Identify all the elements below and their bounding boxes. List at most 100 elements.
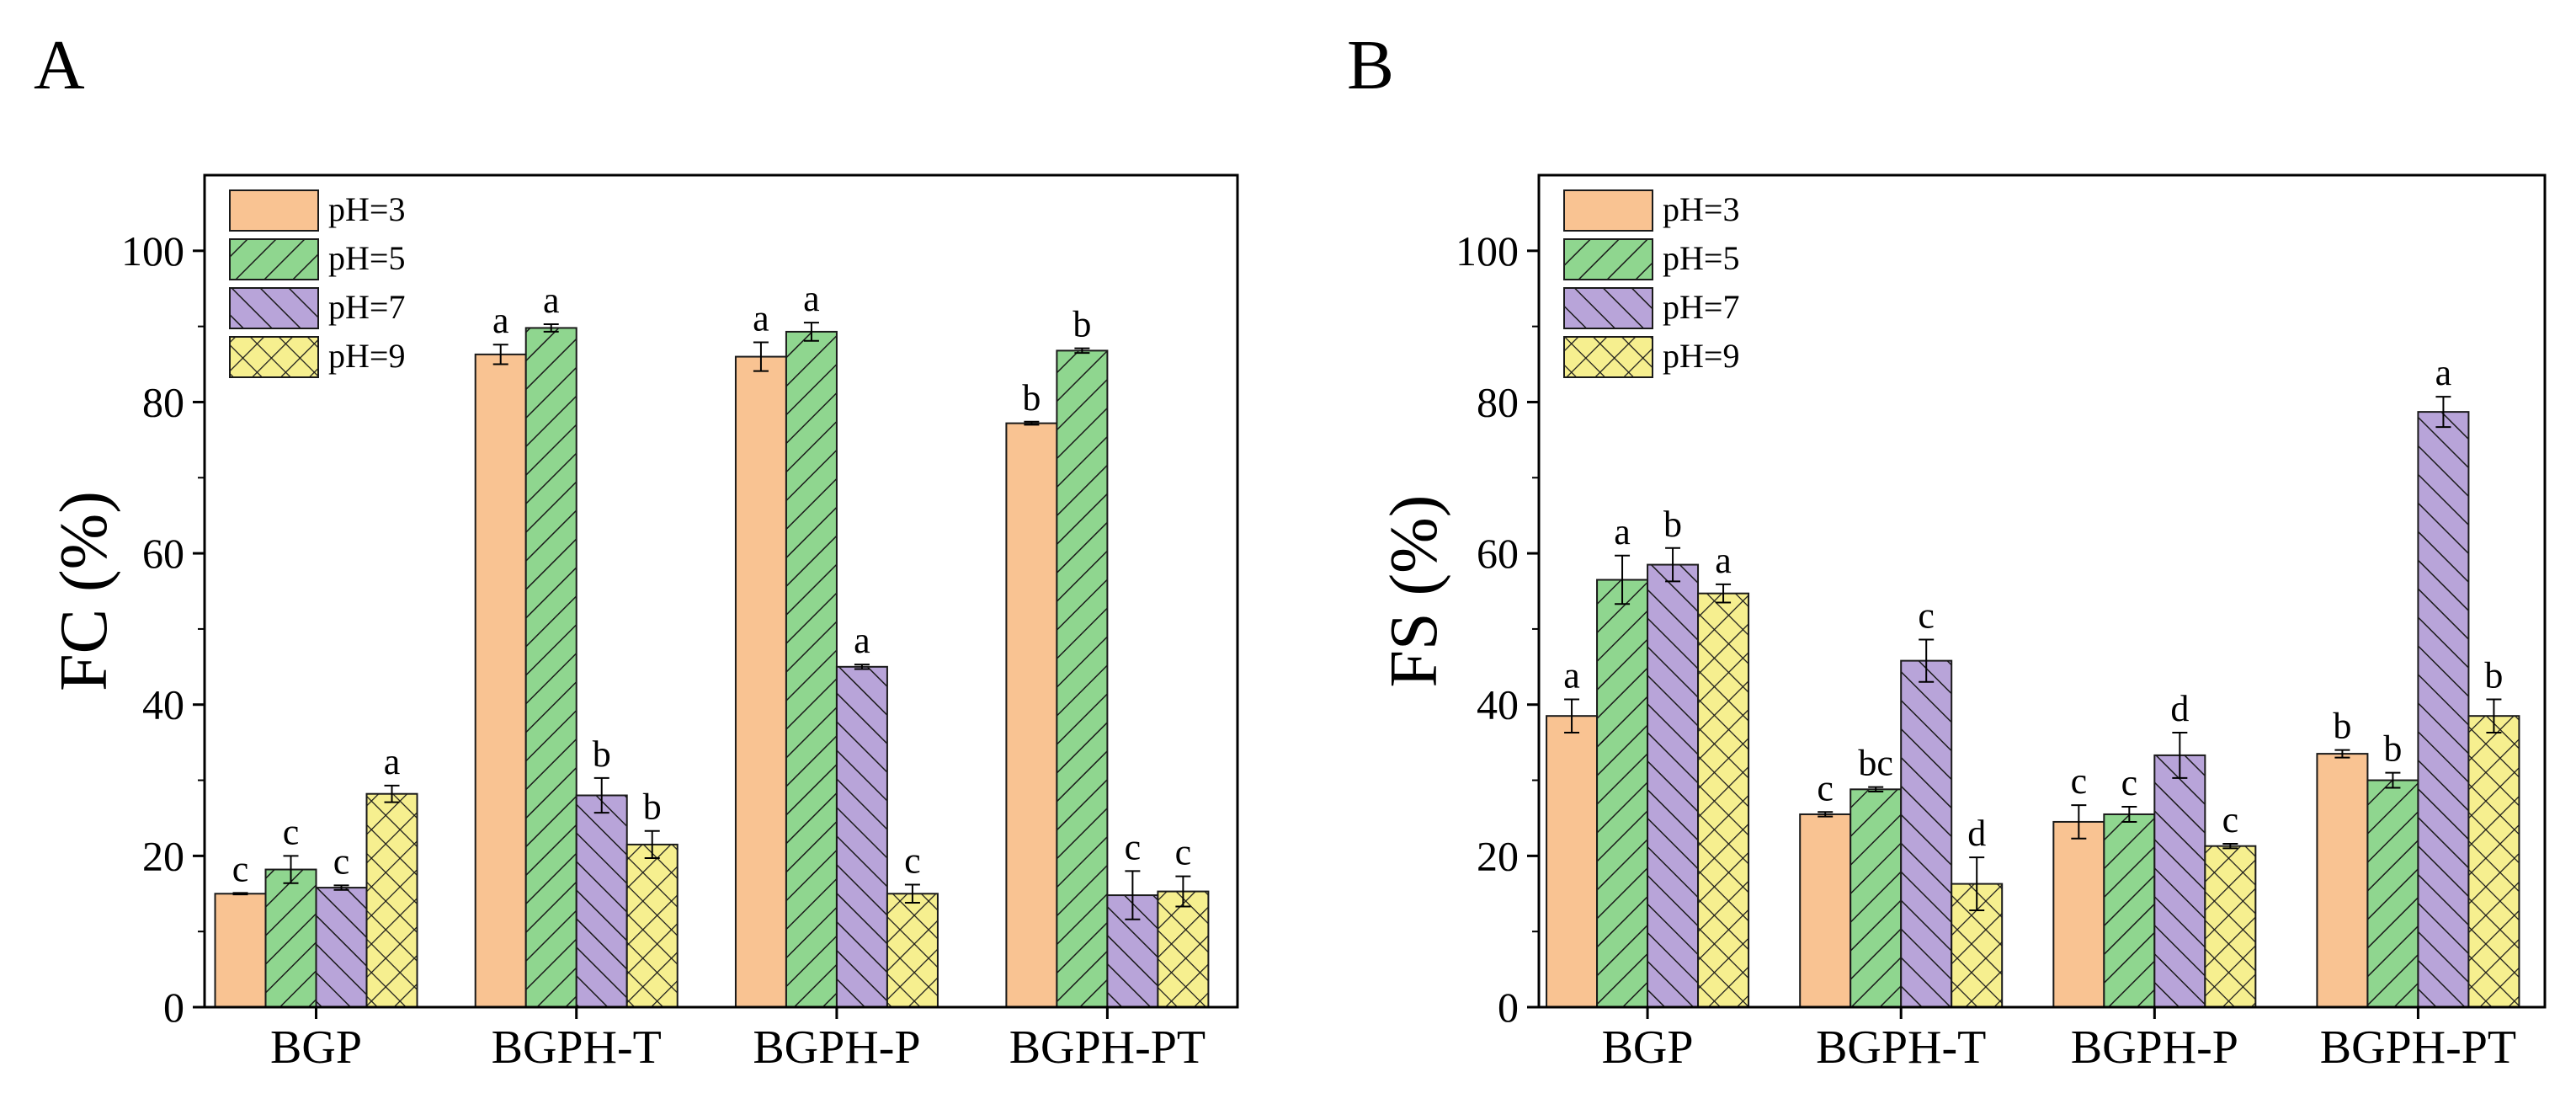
significance-letter: a [492,300,509,341]
bar-BGPH-T-pH=3 [1799,813,1852,1008]
significance-letter: b [1663,504,1682,545]
significance-letter: d [2170,688,2189,729]
significance-letter: c [333,840,350,882]
bar-BGP-pH=9 [365,792,418,1008]
y-tick-label: 40 [142,681,184,728]
bar-BGPH-PT-pH=7 [2417,411,2470,1008]
bar-BGPH-P-pH=3 [734,355,787,1008]
significance-letter: d [1967,813,1986,854]
bar-BGPH-PT-pH=3 [1005,422,1058,1008]
bar-BGPH-T-pH=9 [625,843,679,1009]
significance-letter: c [1175,832,1192,873]
legend-label: pH=3 [328,190,405,228]
y-tick-label: 0 [1498,984,1519,1031]
bar-BGPH-T-pH=5 [524,327,577,1008]
y-tick-label: 20 [1477,832,1519,879]
significance-letter: b [1072,304,1091,345]
legend-label: pH=7 [328,288,405,326]
legend-swatch-pH=5 [229,238,319,280]
significance-letter: b [643,787,662,828]
bar-BGP-pH=5 [264,868,317,1008]
plot-frame [203,173,1239,1009]
bar-BGPH-T-pH=5 [1850,788,1903,1008]
y-tick-label: 80 [1477,378,1519,425]
x-category-label: BGPH-T [492,1021,662,1074]
significance-letter: a [2435,352,2452,393]
legend-label: pH=3 [1663,190,1739,228]
bar-BGPH-P-pH=5 [2103,813,2156,1008]
y-tick-label: 20 [142,832,184,879]
significance-letter: c [283,811,300,852]
significance-letter: a [854,620,870,661]
bar-BGP-pH=7 [315,887,368,1008]
plot-frame [1537,173,2547,1009]
bar-BGPH-P-pH=7 [835,665,888,1008]
y-tick-label: 40 [1477,681,1519,728]
legend-label: pH=9 [1663,337,1739,375]
significance-letter: c [1817,767,1834,808]
bar-BGP-pH=5 [1596,579,1649,1008]
legend-swatch-pH=3 [229,189,319,232]
y-tick-label: 100 [1456,227,1519,275]
significance-letter: a [543,280,560,321]
significance-letter: c [1125,826,1142,867]
bar-BGPH-PT-pH=3 [2316,753,2369,1008]
bar-BGPH-P-pH=3 [2052,820,2105,1008]
bar-BGPH-PT-pH=5 [1056,349,1109,1008]
significance-letter: a [1614,511,1631,552]
legend-swatch-pH=9 [229,336,319,378]
significance-letter: b [2333,706,2351,747]
legend-swatch-pH=7 [229,287,319,329]
bar-BGPH-PT-pH=9 [1157,890,1210,1008]
legend-swatch-pH=5 [1563,238,1653,280]
y-tick-label: 100 [121,227,184,275]
y-tick-label: 80 [142,378,184,425]
bar-BGPH-T-pH=7 [1900,659,1953,1009]
significance-letter: a [1563,654,1580,696]
significance-letter: c [2071,760,2088,802]
legend-label: pH=7 [1663,288,1739,326]
x-category-label: BGPH-P [753,1021,920,1074]
significance-letter: a [384,741,401,782]
x-category-label: BGP [1602,1021,1694,1074]
significance-letter: bc [1858,743,1893,784]
significance-letter: b [1022,377,1041,419]
y-axis-label: FS (%) [1377,495,1451,688]
y-tick-label: 60 [142,530,184,577]
significance-letter: a [1715,540,1732,581]
bar-BGPH-T-pH=3 [474,353,527,1008]
significance-letter: b [2383,728,2402,770]
bar-BGPH-P-pH=7 [2153,754,2206,1008]
significance-letter: c [2121,762,2138,803]
x-category-label: BGPH-P [2071,1021,2238,1074]
significance-letter: c [904,840,921,881]
panel-label: B [1347,26,1394,104]
significance-letter: c [2222,799,2239,840]
bar-BGPH-P-pH=9 [886,893,939,1008]
x-category-label: BGPH-PT [2320,1021,2516,1074]
y-axis-label: FC (%) [47,491,121,691]
legend-swatch-pH=9 [1563,336,1653,378]
bar-BGPH-PT-pH=5 [2366,779,2419,1009]
significance-letter: b [593,733,611,775]
legend-swatch-pH=3 [1563,189,1653,232]
legend-label: pH=5 [1663,239,1739,277]
significance-letter: c [232,848,249,889]
significance-letter: a [803,278,820,319]
x-category-label: BGPH-T [1816,1021,1986,1074]
y-tick-label: 60 [1477,530,1519,577]
significance-letter: b [2484,654,2503,696]
bar-BGPH-PT-pH=9 [2467,715,2520,1008]
bar-BGP-pH=7 [1647,563,1700,1008]
significance-letter: c [1918,595,1935,636]
bar-BGPH-P-pH=9 [2204,845,2257,1008]
significance-letter: a [753,297,769,339]
y-tick-label: 0 [163,984,184,1031]
x-category-label: BGPH-PT [1009,1021,1206,1074]
bar-BGP-pH=3 [214,893,267,1008]
bar-BGP-pH=3 [1546,715,1599,1008]
bar-BGPH-P-pH=5 [785,330,838,1008]
legend-label: pH=9 [328,337,405,375]
